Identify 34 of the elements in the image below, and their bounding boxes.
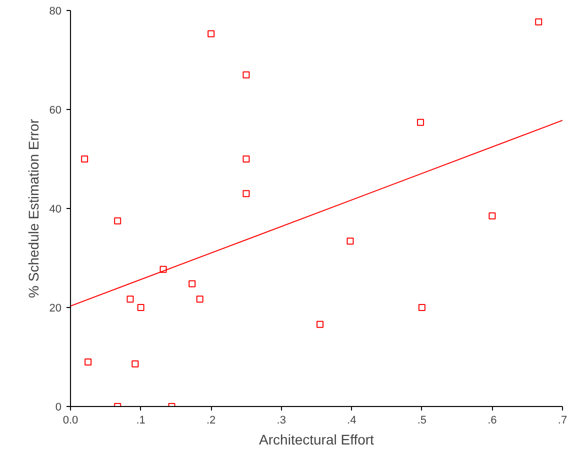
point — [316, 320, 324, 328]
x-axis-title: Architectural Effort — [259, 432, 374, 448]
point — [418, 304, 426, 311]
point — [242, 156, 250, 162]
point — [417, 118, 424, 126]
point — [346, 238, 354, 245]
x-tick-label: .3 — [276, 414, 286, 426]
point — [132, 360, 139, 368]
point — [196, 296, 204, 303]
point — [488, 212, 496, 220]
y-tick-label: 0 — [55, 402, 62, 414]
x-tick-label: .1 — [136, 414, 146, 426]
point — [242, 190, 250, 198]
point — [242, 71, 250, 78]
point — [535, 18, 542, 26]
point — [208, 30, 215, 38]
point — [137, 304, 144, 311]
x-tick-label: .2 — [206, 414, 216, 426]
y-tick-label: 80 — [49, 6, 62, 18]
x-tick-label: .4 — [347, 414, 356, 426]
x-tick-label: 0.0 — [62, 414, 78, 426]
point — [114, 217, 122, 224]
point — [160, 266, 167, 273]
y-tick-label: 20 — [49, 302, 62, 314]
x-tick-label: .5 — [417, 414, 427, 426]
y-axis-title: % Schedule Estimation Error — [25, 118, 42, 298]
x-tick-label: .6 — [488, 414, 497, 426]
y-tick-label: 40 — [49, 204, 62, 216]
x-tick-label: .7 — [558, 414, 568, 426]
point — [81, 156, 88, 162]
y-tick-label: 60 — [49, 104, 62, 116]
point — [126, 296, 134, 303]
point — [84, 358, 92, 366]
point — [188, 280, 196, 288]
